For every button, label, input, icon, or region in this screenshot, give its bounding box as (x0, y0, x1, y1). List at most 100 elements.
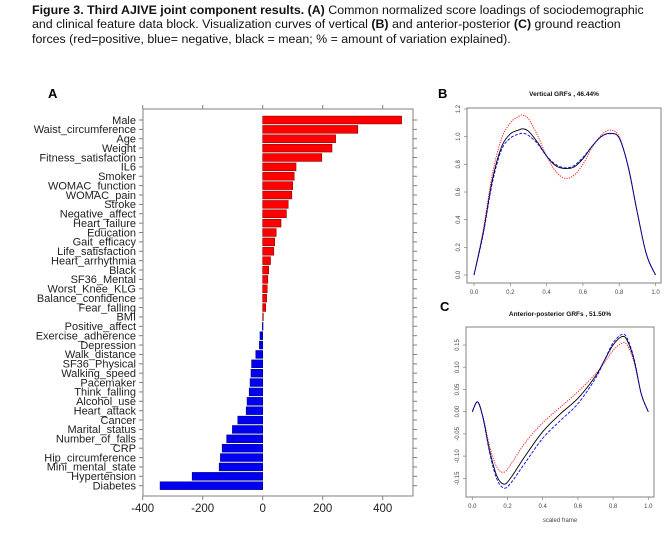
category-label: Depression (80, 340, 136, 352)
y-tick-label: 0.15 (455, 339, 461, 351)
category-label: SF36_Physical (63, 359, 136, 371)
bar-black (262, 265, 270, 275)
bar-stroke (262, 200, 289, 209)
bar-fear-falling (262, 303, 267, 312)
category-label: WOMAC_pain (66, 190, 136, 202)
bar-heart-arrhythmia (262, 256, 271, 265)
bar-waist-circumference (262, 125, 359, 134)
caption-c-ref: (C) (513, 17, 532, 32)
y-tick-label: 0.05 (455, 383, 461, 395)
bar-womac-pain (262, 190, 293, 200)
series-positive-curve-c (471, 342, 649, 473)
category-label: Waist_circumference (34, 124, 136, 136)
category-label: Hip_circumference (44, 452, 136, 464)
category-label: Smoker (98, 171, 136, 183)
x-tick-label: 0.6 (574, 504, 583, 510)
plot-b-frame (466, 107, 662, 284)
bar-heart-attack (245, 406, 263, 415)
panel-label-c: C (440, 299, 450, 314)
category-label: Stroke (104, 199, 136, 211)
y-tick-label: -0.15 (455, 471, 461, 485)
series-mean-curve-c (471, 335, 649, 485)
series-positive-curve-b (473, 114, 656, 276)
category-label: Negative_affect (60, 209, 136, 221)
category-label: Walk_distance (65, 349, 136, 361)
y-tick-label: 0.0 (456, 270, 462, 279)
bar-life-satisfaction (262, 247, 275, 256)
bar-bmi (262, 312, 264, 322)
x-tick-label: 1.0 (644, 504, 653, 510)
figure-caption: Figure 3. Third AJIVE joint component re… (32, 3, 652, 46)
bar-alcohol-use (246, 397, 264, 406)
y-tick-label: 0.6 (456, 187, 462, 196)
x-tick-label: 0.2 (506, 290, 515, 296)
category-label: CRP (113, 443, 136, 455)
y-tick-label: 1.0 (456, 132, 462, 141)
series-negative-curve-b (473, 132, 656, 276)
category-label: Worst_Knee_KLG (48, 284, 136, 296)
bar-worst-knee-klg (262, 284, 268, 293)
plot-a-frame (142, 108, 414, 497)
series-negative-curve-c (471, 333, 649, 489)
y-tick-label: 0.8 (456, 160, 462, 169)
bar-weight (262, 143, 333, 153)
category-label: Black (109, 265, 136, 277)
category-label: Hypertension (71, 471, 136, 483)
bar-age (262, 134, 336, 143)
x-tick-label-a: 0 (259, 503, 265, 515)
bar-crp (221, 443, 263, 453)
plot-b-title: Vertical GRFs , 46.44% (529, 91, 599, 98)
x-tick-label: 0.6 (579, 290, 588, 296)
x-axis-label: scaled frame (543, 518, 578, 524)
x-tick-label: 1.0 (651, 290, 660, 296)
y-tick-label: 0.10 (455, 361, 461, 373)
x-tick-label: 0.4 (539, 504, 548, 510)
y-tick-label: -0.10 (455, 449, 461, 463)
y-tick-label: 0.4 (456, 215, 462, 224)
bar-balance-confidence (262, 293, 267, 303)
x-tick-label-a: -200 (191, 503, 214, 515)
x-tick-label: 0.4 (542, 290, 551, 296)
category-label: Gait_efficacy (73, 237, 137, 249)
category-label: Exercise_adherence (36, 330, 136, 342)
x-tick-label-a: 400 (373, 503, 392, 515)
bar-womac-function (262, 181, 294, 190)
bar-cancer (237, 415, 264, 425)
category-label: Positive_affect (65, 321, 136, 333)
x-tick-label-a: 200 (313, 503, 332, 515)
bar-gait-efficacy (262, 237, 276, 247)
plot-c-title: Anterior-posterior GRFs , 51.50% (509, 311, 611, 318)
bar-marital-status (232, 425, 263, 434)
panel-label-a: A (48, 86, 58, 101)
category-label: Male (112, 115, 136, 127)
bar-mini-mental-state (218, 462, 263, 472)
x-tick-label: 0.8 (609, 504, 618, 510)
y-tick-label: 0.00 (455, 405, 461, 417)
category-label: Life_satisfaction (57, 246, 136, 258)
x-tick-label: 0.0 (470, 290, 479, 296)
category-label: Cancer (101, 415, 137, 427)
category-label: Balance_confidence (37, 293, 136, 305)
category-label: Pacemaker (80, 377, 136, 389)
category-label: WOMAC_function (48, 180, 136, 192)
y-tick-label: 0.2 (456, 243, 462, 252)
panel-label-b: B (438, 86, 448, 101)
category-label: Heart_arrhythmia (51, 255, 137, 267)
category-label: Diabetes (93, 481, 137, 493)
x-tick-label: 0.0 (468, 504, 477, 510)
category-label: SF36_Mental (71, 274, 136, 286)
bar-heart-failure (262, 218, 282, 228)
category-label: Heart_failure (73, 218, 136, 230)
x-tick-label: 0.8 (615, 290, 624, 296)
bar-male (262, 115, 402, 125)
bar-think-falling (248, 387, 263, 397)
category-label: Think_falling (74, 387, 136, 399)
caption-text-2: and anterior-posterior (388, 17, 514, 32)
category-label: Number_of_falls (56, 434, 137, 446)
bar-walking-speed (250, 368, 263, 378)
bar-il6 (262, 162, 297, 172)
category-label: Fear_falling (79, 302, 136, 314)
caption-text-1: Common normalized score loadings of soci… (32, 3, 644, 32)
bar-number-of-falls (226, 434, 263, 444)
